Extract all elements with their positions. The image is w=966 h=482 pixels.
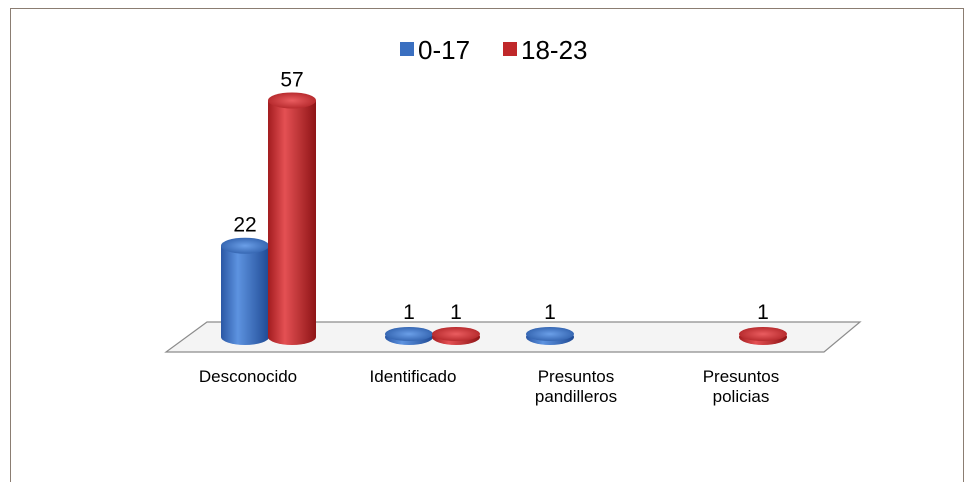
legend-swatch-0 <box>400 42 414 56</box>
data-label-18-23-1: 1 <box>450 301 462 324</box>
bar-18-23-1 <box>432 327 480 345</box>
data-label-0-17-0: 22 <box>233 214 256 237</box>
data-label-0-17-1: 1 <box>403 301 415 324</box>
x-axis-tick-labels: Desconocido Identificado Presuntos pandille… <box>199 367 779 406</box>
x-tick-label-1: Identificado <box>370 367 457 386</box>
bar-18-23-3 <box>739 327 787 345</box>
data-label-18-23-3: 1 <box>757 301 769 324</box>
legend-label-0: 0-17 <box>418 35 470 65</box>
bar-0-17-2 <box>526 327 574 345</box>
chart-frame <box>10 8 964 482</box>
data-label-0-17-2: 1 <box>544 301 556 324</box>
bar-group <box>221 92 787 345</box>
x-tick-label-2: Presuntos pandilleros <box>535 367 617 406</box>
bar-18-23-0 <box>268 92 316 345</box>
data-label-18-23-0: 57 <box>280 68 303 91</box>
x-tick-label-0: Desconocido <box>199 367 297 386</box>
legend: 0-17 18-23 <box>400 35 588 65</box>
data-labels: 22 57 1 1 1 1 <box>233 68 769 323</box>
floor-plane <box>164 321 862 353</box>
bar-0-17-1 <box>385 327 433 345</box>
x-tick-label-3: Presuntos policias <box>703 367 780 406</box>
bar-0-17-0 <box>221 237 269 345</box>
legend-label-1: 18-23 <box>521 35 588 65</box>
legend-swatch-1 <box>503 42 517 56</box>
